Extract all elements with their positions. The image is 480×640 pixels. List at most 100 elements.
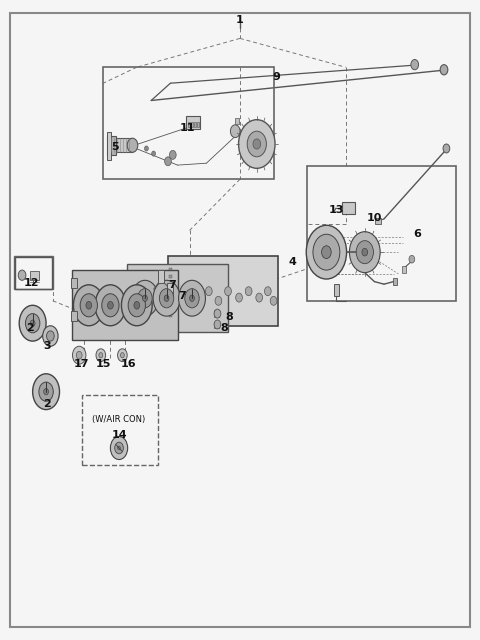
Circle shape [108,301,113,309]
Circle shape [239,120,275,168]
Bar [393,278,397,285]
Circle shape [159,289,174,308]
Bar [307,166,456,301]
Circle shape [80,294,97,317]
Text: 7: 7 [179,291,186,301]
Circle shape [153,280,180,316]
Circle shape [306,225,347,279]
Text: 6: 6 [414,228,421,239]
Circle shape [30,320,35,326]
Text: 8: 8 [226,312,233,322]
Text: 12: 12 [24,278,39,288]
Circle shape [362,248,368,256]
Text: 9: 9 [272,72,280,82]
Circle shape [102,294,119,317]
Circle shape [144,146,148,151]
Circle shape [96,349,106,362]
Bar [334,284,339,296]
Bar [30,271,39,280]
Circle shape [115,442,123,454]
Bar [169,308,172,310]
Circle shape [185,289,199,308]
Text: 3: 3 [43,340,51,351]
Circle shape [409,255,415,263]
Circle shape [179,280,205,316]
Text: 17: 17 [74,358,89,369]
Bar [107,132,111,160]
Text: 1: 1 [236,15,244,26]
Text: 7: 7 [168,280,176,290]
Bar [168,256,278,326]
Circle shape [169,150,176,159]
Circle shape [134,301,140,309]
Circle shape [127,138,138,152]
Circle shape [99,353,103,358]
Circle shape [43,326,58,346]
Bar [109,138,132,152]
Bar [14,256,53,289]
Text: 13: 13 [328,205,344,215]
Circle shape [121,285,152,326]
Circle shape [25,314,40,333]
Bar [82,395,158,465]
Bar [197,122,199,127]
Circle shape [349,232,380,273]
Bar [71,311,77,321]
Bar [169,283,172,285]
Circle shape [118,349,127,362]
Circle shape [19,305,46,341]
Bar [169,314,172,317]
Circle shape [128,294,145,317]
Circle shape [132,280,158,316]
Circle shape [186,287,193,296]
Bar [169,275,172,278]
Bar [158,270,164,283]
Circle shape [118,446,120,450]
Circle shape [86,301,92,309]
Bar [15,257,52,289]
Circle shape [168,290,175,299]
Bar [214,310,219,317]
Circle shape [72,346,86,364]
Circle shape [264,287,271,296]
Bar [194,122,196,127]
Bar [188,122,190,127]
Circle shape [190,295,194,301]
Text: 2: 2 [26,323,34,333]
Circle shape [138,289,152,308]
Circle shape [39,382,53,401]
Circle shape [110,436,128,460]
Circle shape [443,144,450,153]
Circle shape [143,295,147,301]
Bar [107,136,116,155]
Text: 8: 8 [220,323,228,333]
Circle shape [411,60,419,70]
Circle shape [18,270,26,280]
Circle shape [95,285,126,326]
Bar [127,264,228,332]
Bar [186,116,200,129]
Text: 14: 14 [111,430,127,440]
Circle shape [214,320,221,329]
Circle shape [256,293,263,302]
Bar [167,283,173,296]
Circle shape [33,374,60,410]
Circle shape [164,295,169,301]
Bar [169,301,172,304]
Bar [169,268,172,270]
Bar [103,67,274,179]
Bar [71,278,77,288]
Text: 4: 4 [289,257,297,268]
Circle shape [270,296,277,305]
Circle shape [245,287,252,296]
Bar [191,122,193,127]
Bar [214,322,219,328]
Circle shape [47,331,54,341]
Circle shape [322,246,331,259]
Bar [402,266,406,273]
Circle shape [356,241,373,264]
Circle shape [247,131,266,157]
Circle shape [177,296,183,305]
Text: 11: 11 [180,123,195,133]
Circle shape [120,353,124,358]
